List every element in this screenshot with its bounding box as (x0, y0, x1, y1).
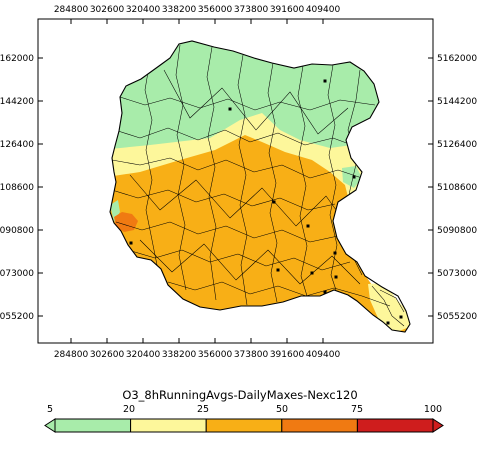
y-ticks-right: 5162000 5144200 5126400 5108600 5090800 50730… (428, 54, 477, 322)
colorbar-labels: 5 20 25 50 75 100 (47, 404, 442, 415)
colorbar-arrow-right (432, 418, 444, 433)
colorbar-segment (205, 418, 283, 433)
zone-north-east (342, 166, 362, 188)
y-tick-label: 5108600 (0, 183, 34, 193)
y-tick-label: 5073000 (0, 269, 34, 279)
x-ticks-top: 284800 302600 320400 338200 356000 373800 3916… (54, 5, 341, 24)
black-square-icon (272, 200, 276, 204)
colorbar-segment (54, 418, 132, 433)
x-tick-label: 320400 (126, 5, 161, 15)
x-tick-label: 338200 (162, 5, 197, 15)
x-tick-label: 373800 (234, 5, 269, 15)
black-square-icon (129, 241, 133, 245)
black-square-icon (306, 224, 310, 228)
colorbar-segment (356, 418, 434, 433)
x-tick-label: 356000 (198, 5, 233, 15)
x-tick-label: 409400 (306, 350, 341, 360)
y-tick-label: 5126400 (0, 140, 34, 150)
black-square-icon (228, 107, 232, 111)
colorbar-segment (281, 418, 358, 433)
zone-north-southwest-tip (110, 200, 120, 222)
x-ticks-bottom: 284800 302600 320400 338200 356000 373800 3916… (54, 338, 341, 360)
x-tick-label: 320400 (126, 350, 161, 360)
y-tick-label: 5162000 (437, 54, 477, 64)
y-tick-label: 5162000 (0, 54, 34, 64)
x-tick-label: 284800 (54, 5, 89, 15)
colorbar-label: 50 (276, 404, 288, 415)
colorbar (44, 418, 444, 433)
colorbar-label: 100 (424, 404, 442, 415)
black-square-icon (323, 290, 327, 294)
colorbar-label: 25 (197, 404, 209, 415)
colorbar-arrow-left (44, 418, 56, 433)
x-tick-label: 302600 (90, 5, 125, 15)
y-tick-label: 5090800 (0, 226, 34, 236)
site-markers (129, 79, 403, 325)
y-tick-label: 5144200 (437, 97, 477, 107)
colorbar-segment (130, 418, 207, 433)
black-square-icon (386, 321, 390, 325)
y-tick-label: 5144200 (0, 97, 34, 107)
x-tick-label: 356000 (198, 350, 233, 360)
y-ticks-left: 5162000 5144200 5126400 5108600 5090800 50730… (0, 54, 43, 322)
zone-band-southeast (368, 283, 410, 332)
y-tick-label: 5108600 (437, 183, 477, 193)
x-tick-label: 284800 (54, 350, 89, 360)
y-tick-label: 5055200 (437, 312, 477, 322)
black-square-icon (323, 79, 327, 83)
x-tick-label: 391600 (270, 5, 305, 15)
y-tick-label: 5090800 (437, 226, 477, 236)
colorbar-label: 20 (123, 404, 135, 415)
plot-frame (37, 18, 434, 344)
colorbar-label: 75 (351, 404, 363, 415)
x-tick-label: 338200 (162, 350, 197, 360)
black-square-icon (333, 251, 337, 255)
black-square-icon (310, 271, 314, 275)
black-square-icon (276, 268, 280, 272)
x-tick-label: 302600 (90, 350, 125, 360)
colorbar-label: 5 (47, 404, 53, 415)
region-map (110, 41, 410, 332)
y-tick-label: 5126400 (437, 140, 477, 150)
x-tick-label: 391600 (270, 350, 305, 360)
y-tick-label: 5055200 (0, 312, 34, 322)
x-tick-label: 409400 (306, 5, 341, 15)
black-square-icon (334, 275, 338, 279)
black-square-icon (352, 175, 356, 179)
black-square-icon (399, 315, 403, 319)
legend-title: O3_8hRunningAvgs-DailyMaxes-Nexc120 (122, 388, 357, 402)
x-tick-label: 373800 (234, 350, 269, 360)
y-tick-label: 5073000 (437, 269, 477, 279)
